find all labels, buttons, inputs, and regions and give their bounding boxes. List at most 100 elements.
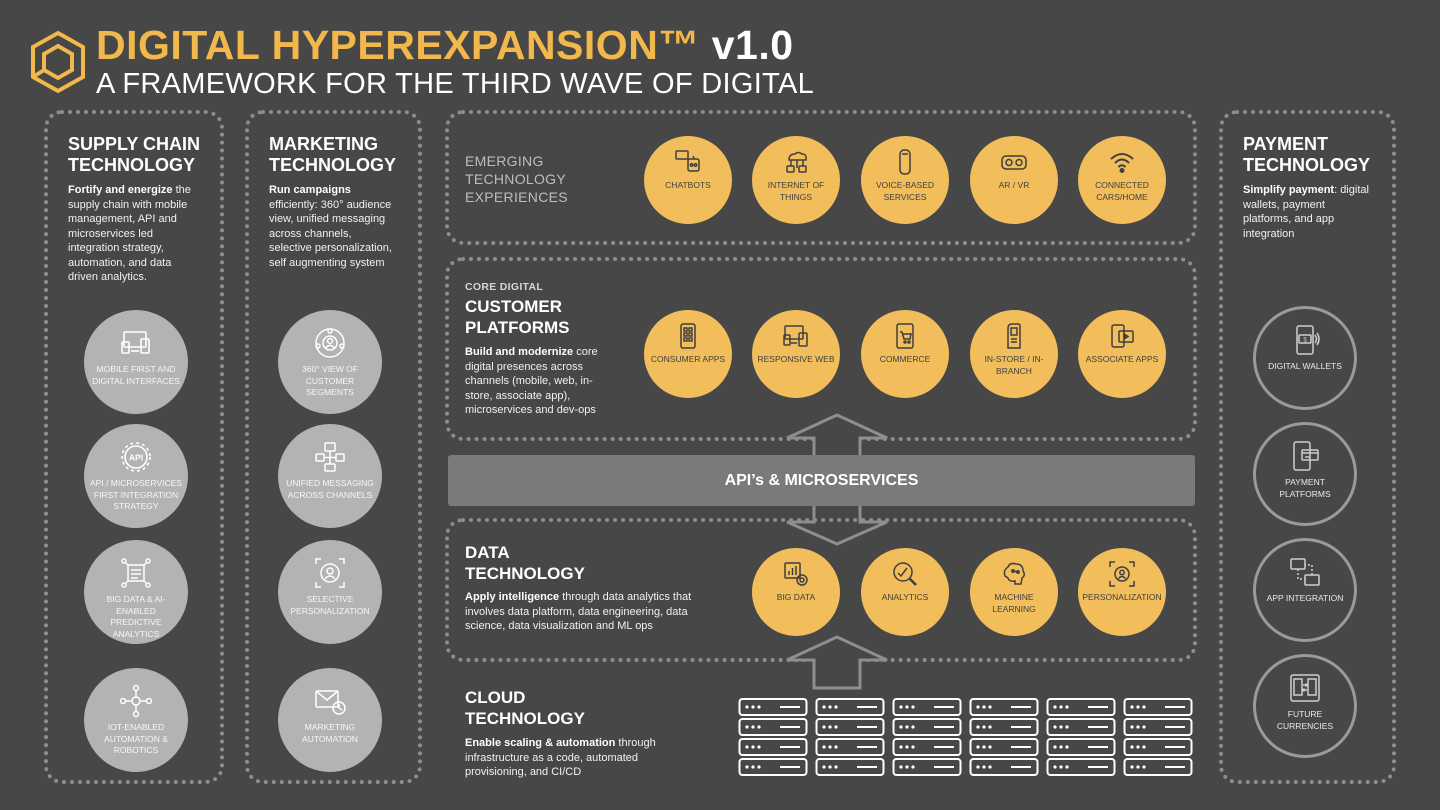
iot-cloud-icon (786, 151, 807, 173)
circle-label: SELECTIVE PERSONALIZATION (290, 594, 370, 616)
circle-label: COMMERCE (879, 354, 931, 364)
circle-label: ANALYTICS (881, 592, 929, 602)
svg-text:$: $ (1303, 338, 1307, 344)
server-rack-icon (1046, 698, 1116, 776)
app-integration-circle: APP INTEGRATION (1253, 538, 1357, 642)
responsive-web-circle: RESPONSIVE WEB (752, 310, 840, 398)
server-rack-icon (1123, 698, 1193, 776)
payment-panel (1219, 110, 1396, 784)
payment-phone-icon (1293, 441, 1319, 471)
payment-platforms-circle: PAYMENT PLATFORMS (1253, 422, 1357, 526)
chatbots-circle: CHATBOTS (644, 136, 732, 224)
supply-chain-description: Fortify and energize the supply chain wi… (68, 184, 191, 283)
analytics-circle: ANALYTICS (861, 548, 949, 636)
circle-label: RESPONSIVE WEB (757, 354, 835, 364)
cloud-tech-title: CLOUD TECHNOLOGY (465, 688, 585, 728)
big-data-icon (121, 558, 151, 588)
smart-speaker-icon (899, 149, 911, 175)
machine-learning-circle: MACHINE LEARNING (970, 548, 1058, 636)
associate-app-icon (1111, 324, 1134, 348)
server-rack-icon (738, 698, 808, 776)
circle-label: ASSOCIATE APPS (1085, 354, 1159, 364)
devices-icon (121, 331, 150, 354)
marketing-title: MARKETING TECHNOLOGY (269, 134, 397, 175)
kiosk-icon (1007, 323, 1021, 349)
circle-label: INTERNET OF THINGS (767, 180, 825, 202)
core-digital-description: Build and modernize core digital presenc… (465, 346, 598, 416)
voice-services-circle: VOICE-BASED SERVICES (861, 136, 949, 224)
circle-label: DIGITAL WALLETS (1268, 361, 1342, 371)
circle-label: CHATBOTS (665, 180, 711, 190)
supply-chain-title: SUPPLY CHAIN TECHNOLOGY (68, 134, 201, 175)
iot-icon (119, 684, 153, 718)
circle-label: CONSUMER APPS (650, 354, 726, 364)
app-integration-icon (1290, 558, 1320, 586)
circle-label: MACHINE LEARNING (992, 592, 1036, 614)
iot-circle: INTERNET OF THINGS (752, 136, 840, 224)
big-data-circle: BIG DATA (752, 548, 840, 636)
circle-label: CONNECTED CARS/HOME (1095, 180, 1149, 202)
shopping-cart-icon (896, 323, 914, 349)
emerging-tech-panel (445, 110, 1197, 245)
circle-label: MARKETING AUTOMATION (302, 722, 358, 744)
digital-wallets-circle: $ DIGITAL WALLETS (1253, 306, 1357, 410)
connected-cars-circle: CONNECTED CARS/HOME (1078, 136, 1166, 224)
in-store-circle: IN-STORE / IN-BRANCH (970, 310, 1058, 398)
circle-label: BIG DATA & AI-ENABLED PREDICTIVE ANALYTI… (106, 594, 166, 639)
selective-personalization-circle: SELECTIVE PERSONALIZATION (278, 540, 382, 644)
customer-view-icon (315, 328, 345, 358)
big-data-ai-circle: BIG DATA & AI-ENABLED PREDICTIVE ANALYTI… (84, 540, 188, 644)
supply-chain-panel (44, 110, 224, 784)
circle-label: APP INTEGRATION (1266, 593, 1344, 603)
circle-label: IN-STORE / IN-BRANCH (984, 354, 1044, 376)
brain-icon (1003, 562, 1026, 585)
mobile-first-circle: MOBILE FIRST AND DIGITAL INTERFACES (84, 310, 188, 414)
core-digital-title: CUSTOMER PLATFORMS (465, 297, 570, 337)
payment-description: Simplify payment: digital wallets, payme… (1243, 184, 1369, 240)
circle-label: UNIFIED MESSAGING ACROSS CHANNELS (286, 478, 374, 500)
circle-label: AR / VR (998, 180, 1030, 190)
svg-text:API: API (129, 453, 143, 463)
page-subtitle: A FRAMEWORK FOR THE THIRD WAVE OF DIGITA… (96, 68, 815, 100)
unified-messaging-circle: UNIFIED MESSAGING ACROSS CHANNELS (278, 424, 382, 528)
wallet-phone-icon: $ (1296, 325, 1320, 355)
wifi-icon (1110, 153, 1134, 173)
hexagon-logo-icon (31, 30, 85, 94)
email-automation-icon (315, 690, 346, 715)
personalization-circle: PERSONALIZATION (1078, 548, 1166, 636)
circle-label: FUTURE CURRENCIES (1276, 709, 1334, 731)
marketing-description: Run campaigns efficiently: 360° audience… (269, 184, 392, 269)
marketing-panel (245, 110, 422, 784)
ar-vr-circle: AR / VR (970, 136, 1058, 224)
iot-automation-circle: IOT-ENABLED AUTOMATION & ROBOTICS (84, 668, 188, 772)
version-text: v1.0 (711, 22, 794, 68)
emerging-tech-title: EMERGING TECHNOLOGY EXPERIENCES (465, 153, 568, 205)
payment-title: PAYMENT TECHNOLOGY (1243, 134, 1371, 175)
up-arrow-cloud (786, 635, 888, 690)
core-digital-label: CORE DIGITAL (465, 281, 544, 293)
cloud-tech-description: Enable scaling & automation through infr… (465, 737, 656, 778)
server-rack-icon (815, 698, 885, 776)
api-icon: API (121, 442, 151, 472)
personalization-icon (1109, 561, 1135, 587)
circle-label: BIG DATA (776, 592, 816, 602)
server-rack-icon (969, 698, 1039, 776)
phone-apps-icon (680, 323, 696, 349)
server-rack-icon (892, 698, 962, 776)
circle-label: IOT-ENABLED AUTOMATION & ROBOTICS (104, 722, 168, 755)
circle-label: MOBILE FIRST AND DIGITAL INTERFACES (92, 364, 180, 386)
circle-label: VOICE-BASED SERVICES (875, 180, 935, 202)
page-title: DIGITAL HYPEREXPANSION™ v1.0 (96, 22, 794, 69)
messaging-icon (315, 442, 345, 472)
circle-label: PERSONALIZATION (1082, 592, 1162, 602)
api-microservices-bar: API’s & MICROSERVICES (448, 455, 1195, 506)
circle-label: 360° VIEW OF CUSTOMER SEGMENTS (302, 364, 358, 397)
up-arrow-upper (786, 413, 888, 460)
analytics-icon (893, 562, 917, 586)
marketing-automation-circle: MARKETING AUTOMATION (278, 668, 382, 772)
future-currencies-circle: FUTURE CURRENCIES (1253, 654, 1357, 758)
commerce-circle: COMMERCE (861, 310, 949, 398)
responsive-devices-icon (783, 325, 808, 347)
chatbot-icon (675, 150, 700, 172)
circle-label: API / MICROSERVICES FIRST INTEGRATION ST… (90, 478, 182, 511)
